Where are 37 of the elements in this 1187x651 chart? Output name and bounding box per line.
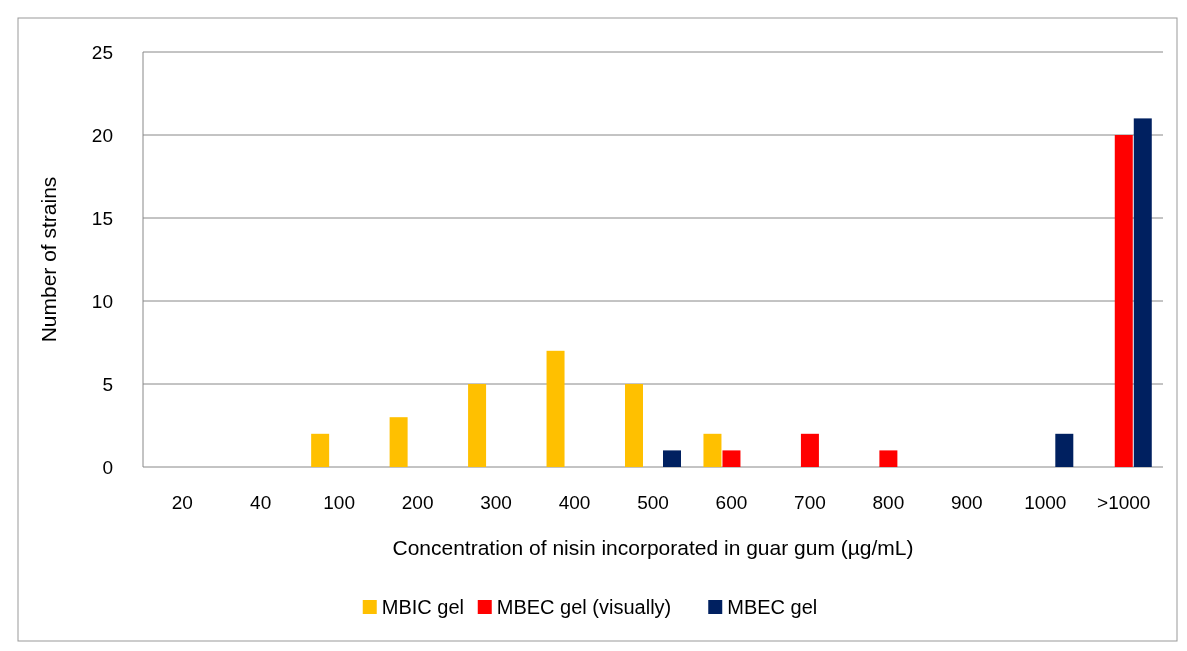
y-tick-label: 0 xyxy=(102,456,113,478)
x-tick-label: 20 xyxy=(171,492,193,513)
x-tick-label: 500 xyxy=(637,492,669,513)
bar xyxy=(311,433,330,467)
bar xyxy=(879,450,898,467)
x-tick-label: 600 xyxy=(715,492,748,513)
bar xyxy=(800,433,819,467)
x-tick-label: 400 xyxy=(558,492,591,513)
y-tick-label: 5 xyxy=(102,373,113,395)
x-tick-label: 40 xyxy=(250,492,272,513)
x-tick-label: 700 xyxy=(794,492,826,513)
bar xyxy=(625,384,643,467)
x-tick-label: >1000 xyxy=(1097,492,1151,513)
bar xyxy=(468,384,487,467)
legend-label: MBEC gel (visually) xyxy=(496,596,672,618)
bar xyxy=(1055,433,1074,467)
bar xyxy=(722,450,741,467)
x-tick-label: 800 xyxy=(872,492,905,513)
y-axis-title: Number of strains xyxy=(37,176,60,343)
bar xyxy=(389,417,408,467)
bar xyxy=(703,433,722,467)
x-tick-label: 100 xyxy=(323,492,356,513)
x-tick-label: 1000 xyxy=(1024,492,1067,513)
legend-label: MBEC gel xyxy=(727,596,818,618)
bar xyxy=(1133,118,1152,467)
y-tick-label: 10 xyxy=(91,290,113,312)
legend-label: MBIC gel xyxy=(381,596,464,618)
x-axis-title: Concentration of nisin incorporated in guar gum (µg/mL) xyxy=(392,536,914,559)
y-tick-label: 15 xyxy=(91,207,113,229)
x-tick-label: 900 xyxy=(950,492,983,513)
x-tick-label: 200 xyxy=(401,492,434,513)
y-tick-label: 25 xyxy=(91,41,113,63)
bar xyxy=(663,450,681,467)
y-tick-label: 20 xyxy=(91,124,113,146)
bar xyxy=(1114,135,1133,467)
bar xyxy=(546,350,565,467)
x-tick-label: 300 xyxy=(480,492,512,513)
